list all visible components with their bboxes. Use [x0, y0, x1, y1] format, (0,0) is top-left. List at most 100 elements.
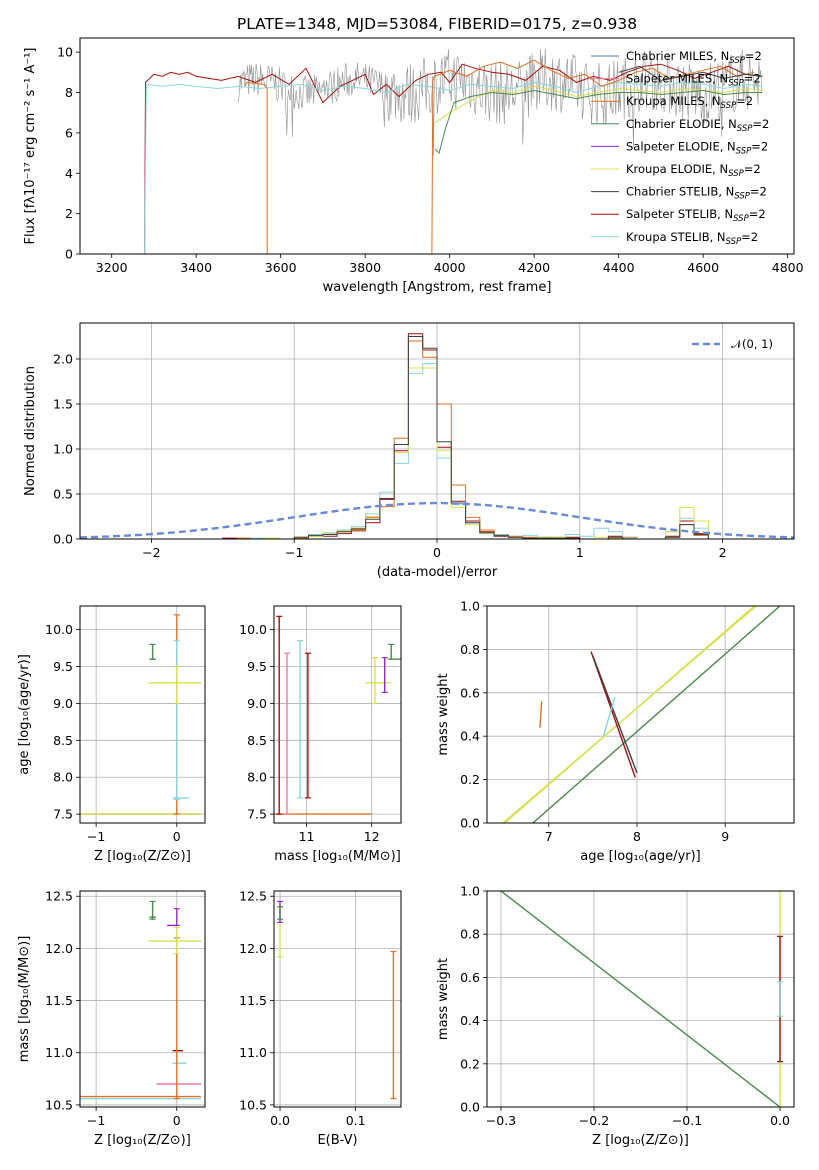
mass-vs-ebv-panel: 0.0 0.1 10.5 11.0 11.5 12.0 12.5 E(B-V) — [239, 889, 402, 1148]
model-spectrum-line — [244, 59, 755, 254]
x-tick-label: 2 — [719, 545, 727, 560]
y-tick-label: 1.5 — [53, 397, 73, 412]
plot-area — [111, 48, 763, 254]
axes-frame — [79, 605, 206, 824]
x-tick-label: 9 — [721, 829, 729, 844]
y-tick-label: 8.0 — [247, 770, 267, 785]
y-tick-label: 4 — [65, 166, 73, 181]
y-tick-label: 9.0 — [53, 696, 73, 711]
x-tick-label: 3800 — [349, 260, 381, 275]
weight-vs-age-panel: 7 8 9 0.0 0.2 0.4 0.6 0.8 1.0 age [log₁₀(age/yr)]… — [436, 599, 795, 864]
legend-label: Kroupa MILES, NSSP=2 — [626, 94, 753, 111]
y-tick-label: 0.2 — [460, 1056, 480, 1071]
spectrum-panel: 3200 3400 3600 3800 4000 4200 4400 4600 4800 0 2 4 6… — [23, 37, 804, 295]
y-tick-label: 6 — [65, 125, 73, 140]
histogram-step — [151, 336, 723, 539]
x-tick-label: 0.1 — [346, 1113, 366, 1128]
x-tick-label: −1 — [87, 1113, 105, 1128]
y-tick-label: 1.0 — [53, 442, 73, 457]
x-axis-label: mass [log₁₀(M/M⊙)] — [274, 849, 401, 864]
series-line — [539, 701, 543, 728]
figure-title: PLATE=1348, MJD=53084, FIBERID=0175, z=0… — [237, 15, 637, 33]
x-tick-label: 12 — [364, 829, 380, 844]
axes-frame — [79, 37, 795, 255]
y-tick-label: 8.0 — [53, 770, 73, 785]
x-tick-label: 3400 — [180, 260, 212, 275]
y-tick-label: 10.0 — [45, 622, 73, 637]
model-spectrum-line — [434, 89, 763, 155]
axes-frame — [273, 605, 402, 824]
x-tick-label: 0 — [173, 1113, 181, 1128]
x-tick-label: 8 — [633, 829, 641, 844]
legend-label: Chabrier MILES, NSSP=2 — [626, 49, 762, 66]
x-axis-label: age [log₁₀(age/yr)] — [580, 849, 701, 864]
model-spectrum-line — [111, 81, 763, 254]
model-spectrum-line — [111, 63, 763, 254]
y-axis-label: Flux [fλ10⁻¹⁷ erg cm⁻² s⁻¹ A⁻¹] — [23, 48, 38, 245]
legend-label: Salpeter ELODIE, NSSP=2 — [626, 139, 768, 156]
x-tick-label: 4800 — [772, 260, 804, 275]
y-tick-label: 9.5 — [53, 659, 73, 674]
x-tick-label: −0.3 — [486, 1113, 516, 1128]
x-tick-label: −1 — [87, 829, 105, 844]
y-tick-label: 10 — [57, 45, 73, 60]
legend-label: Salpeter MILES, NSSP=2 — [626, 72, 761, 89]
x-axis-label: (data-model)/error — [377, 565, 498, 580]
y-tick-label: 12.0 — [45, 941, 73, 956]
y-tick-label: 0.2 — [460, 772, 480, 787]
y-tick-label: 8.5 — [53, 733, 73, 748]
series-line — [602, 696, 616, 737]
x-tick-label: 4600 — [687, 260, 719, 275]
y-tick-label: 0.6 — [460, 970, 480, 985]
y-tick-label: 7.5 — [53, 807, 73, 822]
x-axis-label: wavelength [Angstrom, rest frame] — [323, 280, 552, 295]
axes-frame — [79, 890, 206, 1108]
y-tick-label: 0.0 — [460, 1100, 480, 1115]
series-line — [532, 606, 781, 823]
y-tick-label: 12.5 — [239, 889, 267, 904]
x-tick-label: 4000 — [434, 260, 466, 275]
y-tick-label: 12.0 — [239, 941, 267, 956]
y-axis-label: age [log₁₀(age/yr)] — [17, 654, 32, 775]
weight-vs-metallicity-panel: −0.3 −0.2 −0.1 0.0 0.0 0.2 0.4 0.6 0.8 1.0 Z [log₁… — [436, 884, 795, 1148]
legend: 𝒩(0, 1) — [692, 337, 773, 351]
legend-label: 𝒩(0, 1) — [731, 337, 773, 351]
y-tick-label: 8.5 — [247, 733, 267, 748]
axes-frame — [486, 890, 795, 1108]
y-tick-label: 9.0 — [247, 696, 267, 711]
y-axis-label: mass [log₁₀(M/M⊙)] — [17, 936, 32, 1063]
y-tick-label: 0.4 — [460, 1013, 480, 1028]
legend-label: Chabrier ELODIE, NSSP=2 — [626, 117, 769, 134]
y-axis-label: Normed distribution — [23, 366, 38, 496]
axes-frame — [273, 890, 402, 1108]
series-line — [504, 606, 755, 823]
legend-label: Kroupa ELODIE, NSSP=2 — [626, 162, 761, 179]
mass-vs-metallicity-panel: −1 0 10.5 11.0 11.5 12.0 12.5 Z [log₁₀(Z/Z⊙)] ma… — [17, 889, 206, 1148]
model-spectrum-line — [618, 65, 763, 81]
y-tick-label: 0.4 — [460, 729, 480, 744]
y-tick-label: 7.5 — [247, 807, 267, 822]
y-tick-label: 2.0 — [53, 352, 73, 367]
axes-frame — [79, 322, 795, 540]
y-tick-label: 0.5 — [53, 487, 73, 502]
y-tick-label: 0.0 — [460, 816, 480, 831]
x-tick-label: 11 — [299, 829, 315, 844]
x-axis-label: Z [log₁₀(Z/Z⊙)] — [94, 849, 191, 864]
x-tick-label: 3600 — [265, 260, 297, 275]
data-spectrum — [238, 48, 762, 156]
age-vs-mass-panel: 11 12 7.5 8.0 8.5 9.0 9.5 10.0 mass [log₁₀(M/M⊙)… — [239, 605, 402, 864]
y-tick-label: 11.0 — [45, 1045, 73, 1060]
y-tick-label: 0.6 — [460, 685, 480, 700]
plot-area — [80, 614, 201, 815]
x-tick-label: 0.0 — [770, 1113, 790, 1128]
y-tick-label: 0.8 — [460, 927, 480, 942]
axes-frame — [486, 605, 795, 824]
y-tick-label: 8 — [65, 85, 73, 100]
y-tick-label: 10.5 — [45, 1097, 73, 1112]
age-vs-metallicity-panel: −1 0 7.5 8.0 8.5 9.0 9.5 10.0 Z [log₁₀(Z/Z⊙)] age… — [17, 605, 206, 864]
y-tick-label: 11.5 — [239, 993, 267, 1008]
y-tick-label: 12.5 — [45, 889, 73, 904]
y-tick-label: 0.8 — [460, 642, 480, 657]
legend-label: Kroupa STELIB, NSSP=2 — [626, 230, 758, 247]
